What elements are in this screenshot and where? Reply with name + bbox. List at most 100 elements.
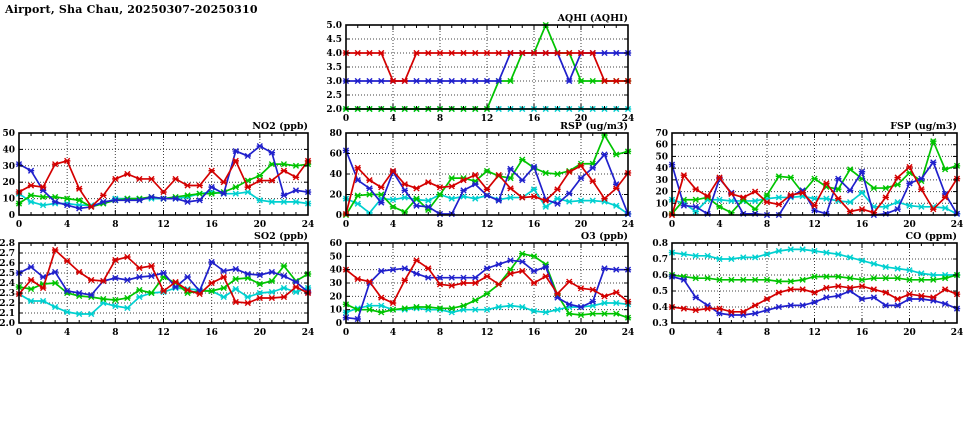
y-tick-label: 40 (655, 164, 668, 174)
x-tick-label: 12 (808, 220, 821, 230)
y-tick-label: 2.8 (0, 239, 15, 249)
y-tick-label: 2.6 (0, 259, 15, 269)
chart-title: NO2 (ppb) (252, 121, 308, 132)
y-tick-label: 40 (329, 266, 342, 276)
y-tick-label: 2.3 (0, 289, 15, 299)
y-tick-label: 60 (655, 141, 668, 151)
y-tick-label: 5.0 (326, 21, 342, 31)
aqhi-canvas: 2.0 2.5 3.0 3.5 4.0 4.5 5.0 0 4 8 12 16 20 24 AQHI (AQ… (326, 13, 634, 124)
axis-ticks (345, 24, 629, 110)
x-tick-label: 12 (808, 328, 821, 338)
x-tick-label: 16 (205, 220, 218, 230)
y-tick-label: 0.6 (652, 271, 668, 281)
no2-canvas: 0 10 20 30 40 50 0 4 8 12 16 20 24 NO2 (ppb) (2, 121, 314, 230)
chart-title: CO (ppm) (906, 231, 957, 242)
y-tick-label: 80 (329, 129, 342, 139)
x-tick-label: 8 (112, 328, 118, 338)
series-blue-line (345, 150, 629, 215)
chart-title: FSP (ug/m3) (890, 121, 957, 132)
axis-labels: 0 10 20 30 40 50 0 4 8 12 16 20 24 (2, 129, 314, 230)
chart-no2: 0 10 20 30 40 50 0 4 8 12 16 20 24 NO2 (ppb) (0, 119, 320, 237)
x-tick-label: 24 (302, 328, 315, 338)
x-tick-label: 16 (528, 114, 541, 124)
y-tick-label: 30 (655, 176, 668, 186)
y-tick-label: 0.4 (652, 303, 668, 313)
y-tick-label: 2.2 (0, 299, 15, 309)
series-cyan-markers (668, 246, 961, 279)
x-tick-label: 4 (64, 220, 70, 230)
y-tick-label: 60 (329, 150, 342, 160)
y-tick-label: 20 (655, 188, 668, 198)
y-tick-label: 2.1 (0, 309, 15, 319)
y-tick-label: 4.5 (326, 35, 342, 45)
y-tick-label: 2.5 (0, 269, 15, 279)
x-tick-label: 24 (951, 220, 964, 230)
chart-fsp: 0 10 20 30 40 50 60 70 0 4 8 12 16 20 24 FSP (ug/m3) (640, 119, 969, 237)
y-tick-label: 0.7 (652, 255, 668, 265)
x-tick-label: 0 (16, 328, 22, 338)
x-tick-label: 0 (343, 114, 349, 124)
rsp-canvas: 0 20 40 60 80 0 4 8 12 16 20 24 RSP (ug/m3) (329, 121, 635, 230)
chart-o3: 0 10 20 30 40 50 60 0 4 8 12 16 20 24 O3 (ppb) (314, 229, 640, 345)
axis-labels: 2.02.12.22.32.42.52.62.72.8 0 4 8 12 16 20 24 (0, 239, 314, 338)
axis-labels: 0 10 20 30 40 50 60 0 4 8 12 16 20 24 (329, 239, 634, 338)
x-tick-label: 16 (528, 220, 541, 230)
y-tick-label: 2.4 (0, 279, 15, 289)
y-tick-label: 0.3 (652, 319, 668, 329)
series-blue-markers (342, 257, 632, 323)
x-tick-label: 20 (575, 114, 588, 124)
gridlines (346, 25, 628, 109)
o3-canvas: 0 10 20 30 40 50 60 0 4 8 12 16 20 24 O3 (ppb) (329, 231, 634, 338)
series-red-markers (668, 163, 961, 219)
series-blue-markers (342, 147, 632, 218)
x-tick-label: 12 (157, 328, 170, 338)
x-tick-label: 20 (575, 328, 588, 338)
x-tick-label: 24 (622, 220, 635, 230)
so2-canvas: 2.02.12.22.32.42.52.62.72.8 0 4 8 12 16 20 24 SO… (0, 231, 314, 338)
x-tick-label: 16 (856, 220, 869, 230)
x-tick-label: 24 (302, 220, 315, 230)
x-tick-label: 12 (481, 328, 494, 338)
x-tick-label: 16 (856, 328, 869, 338)
y-tick-label: 0.5 (652, 287, 668, 297)
y-tick-label: 3.5 (326, 63, 342, 73)
x-tick-label: 0 (669, 220, 675, 230)
x-tick-label: 20 (254, 220, 267, 230)
series-green-markers (342, 250, 632, 321)
chart-aqhi: 2.0 2.5 3.0 3.5 4.0 4.5 5.0 0 4 8 12 16 20 24 AQHI (AQ… (314, 11, 640, 131)
y-tick-label: 20 (329, 191, 342, 201)
chart-co: 0.3 0.4 0.5 0.6 0.7 0.8 0 4 8 12 16 20 24 CO (ppm) (640, 229, 969, 345)
chart-rsp: 0 20 40 60 80 0 4 8 12 16 20 24 RSP (ug/m3) (314, 119, 640, 237)
x-tick-label: 8 (112, 220, 118, 230)
y-tick-label: 70 (655, 129, 668, 139)
x-tick-label: 24 (622, 328, 635, 338)
y-tick-label: 10 (2, 195, 15, 205)
chart-title: RSP (ug/m3) (560, 121, 628, 132)
axis-labels: 2.0 2.5 3.0 3.5 4.0 4.5 5.0 0 4 8 12 16 20 24 (326, 21, 634, 124)
y-tick-label: 20 (329, 292, 342, 302)
chart-title: AQHI (AQHI) (557, 13, 628, 24)
y-tick-label: 10 (329, 306, 342, 316)
x-tick-label: 24 (622, 114, 635, 124)
y-tick-label: 30 (329, 279, 342, 289)
x-tick-label: 0 (343, 220, 349, 230)
y-tick-label: 50 (329, 252, 342, 262)
axis-ticks (18, 242, 309, 324)
y-tick-label: 20 (2, 178, 15, 188)
x-tick-label: 20 (903, 220, 916, 230)
y-tick-label: 60 (329, 239, 342, 249)
x-tick-label: 4 (716, 220, 722, 230)
series-red-markers (342, 162, 632, 218)
x-tick-label: 12 (481, 220, 494, 230)
y-tick-label: 30 (2, 162, 15, 172)
y-tick-label: 0.8 (652, 239, 668, 249)
y-tick-label: 0 (336, 211, 342, 221)
axis-ticks (18, 132, 309, 216)
y-tick-label: 0 (9, 211, 15, 221)
x-tick-label: 24 (951, 328, 964, 338)
x-tick-label: 12 (481, 114, 494, 124)
x-tick-label: 8 (764, 220, 770, 230)
